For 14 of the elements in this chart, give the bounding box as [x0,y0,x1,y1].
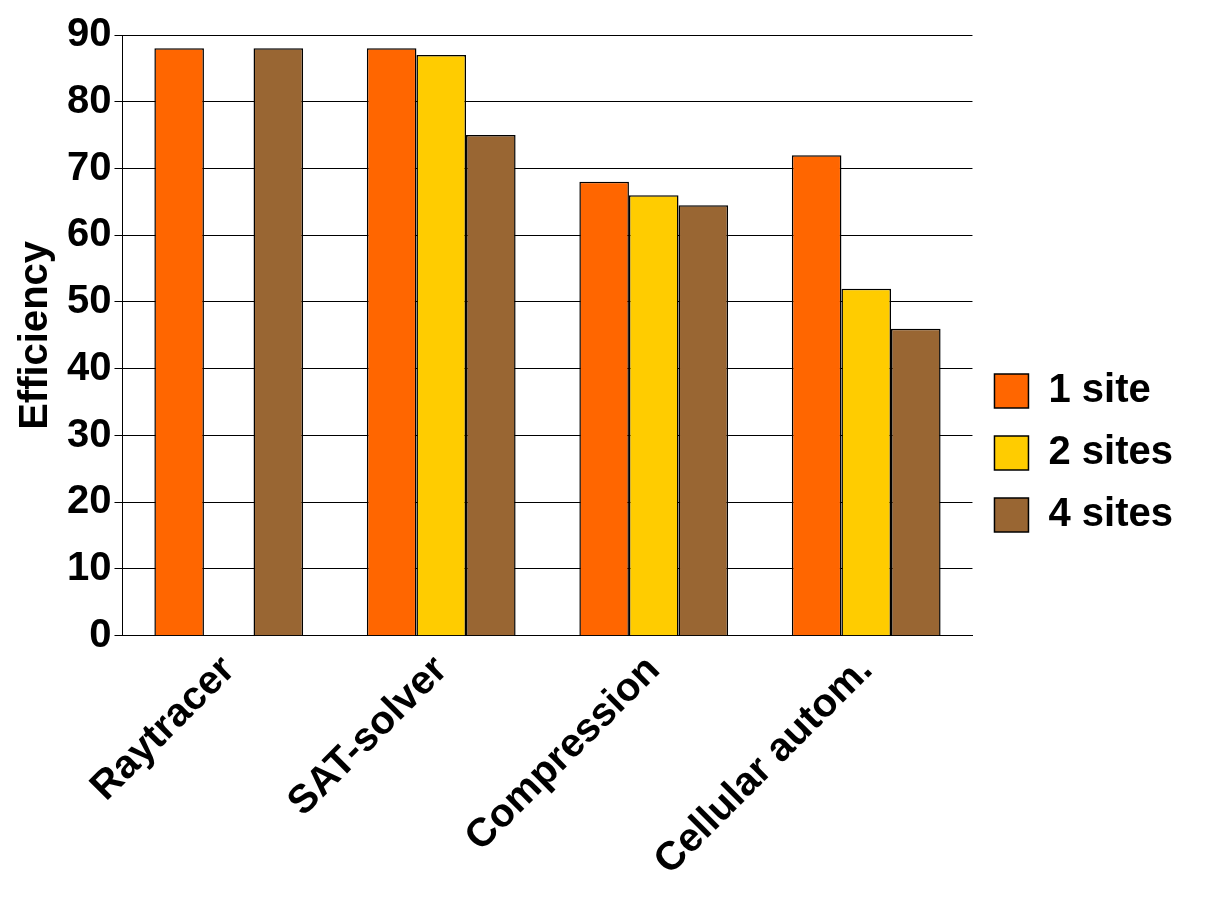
y-tick-label: 0 [89,610,112,655]
legend-label: 4 sites [1048,490,1173,535]
y-tick-label: 30 [66,410,112,455]
y-tick-label: 20 [66,477,112,522]
y-tick-label: 50 [66,277,112,322]
y-tick-label: 70 [66,143,112,188]
y-tick-label: 60 [66,210,112,255]
legend-label: 2 sites [1048,428,1173,473]
y-tick-label: 90 [66,10,112,55]
y-tick-label: 80 [66,76,112,121]
y-tick-label: 10 [66,544,112,589]
y-axis-title: Efficiency [11,240,56,430]
y-tick-label: 40 [66,343,112,388]
legend-label: 1 site [1048,366,1151,411]
